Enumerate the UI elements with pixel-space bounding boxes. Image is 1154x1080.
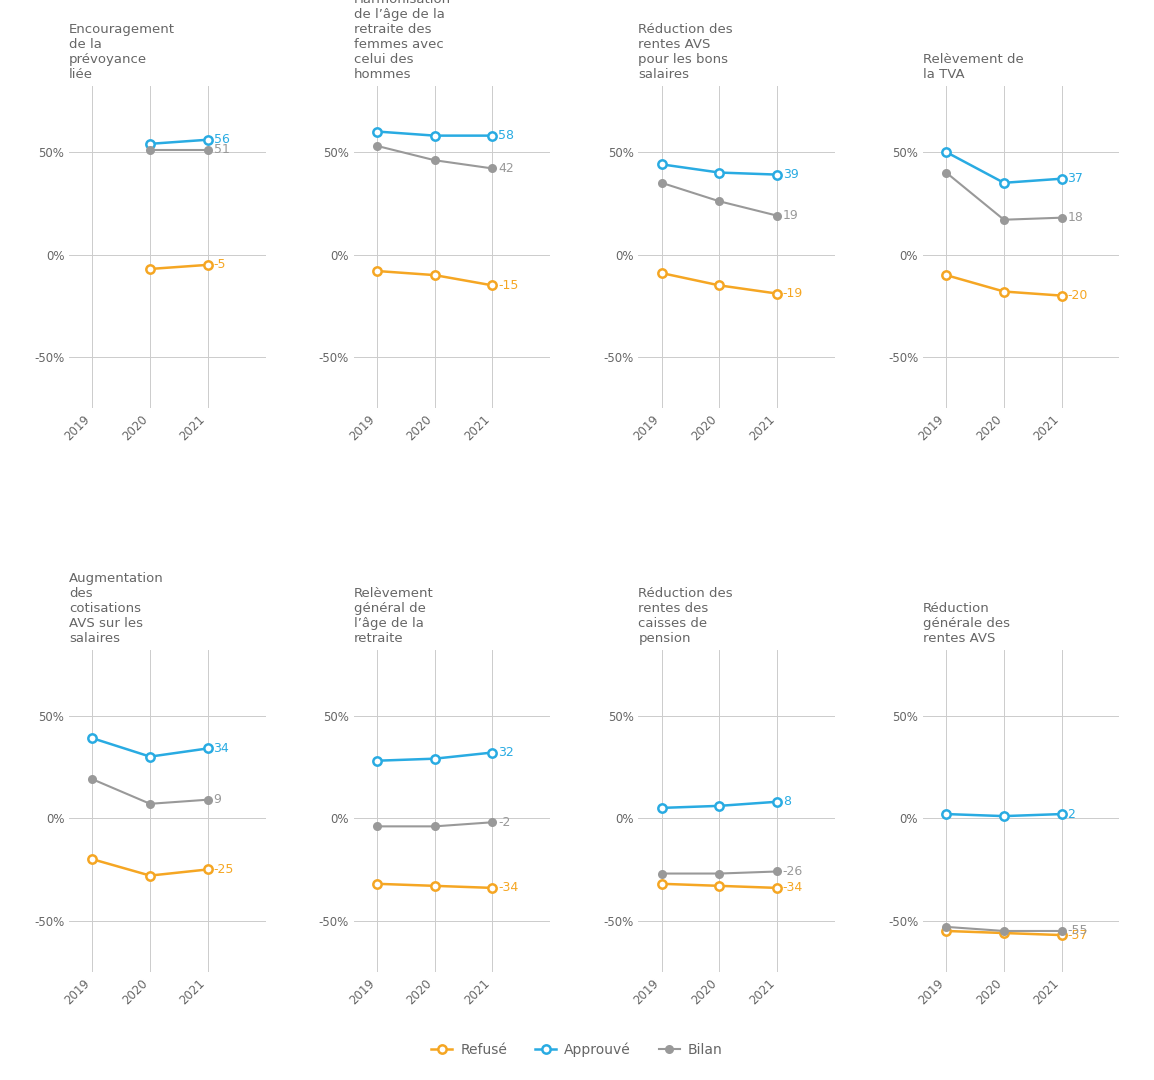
Text: Relèvement de
la TVA: Relèvement de la TVA [923,53,1024,81]
Text: -26: -26 [782,865,803,878]
Text: -34: -34 [782,881,803,894]
Text: -15: -15 [499,279,518,292]
Text: 34: 34 [213,742,230,755]
Text: Réduction
générale des
rentes AVS: Réduction générale des rentes AVS [923,602,1010,645]
Text: 58: 58 [499,130,515,143]
Text: -25: -25 [213,863,234,876]
Text: 18: 18 [1067,212,1084,225]
Text: Réduction des
rentes AVS
pour les bons
salaires: Réduction des rentes AVS pour les bons s… [638,23,733,81]
Text: Réduction des
rentes des
caisses de
pension: Réduction des rentes des caisses de pens… [638,586,733,645]
Text: 51: 51 [213,144,230,157]
Text: 8: 8 [782,795,790,808]
Text: -19: -19 [782,287,803,300]
Legend: Refusé, Approuvé, Bilan: Refusé, Approuvé, Bilan [426,1037,728,1063]
Text: Harmonisation
de l’âge de la
retraite des
femmes avec
celui des
hommes: Harmonisation de l’âge de la retraite de… [354,0,451,81]
Text: 9: 9 [213,793,222,806]
Text: Augmentation
des
cotisations
AVS sur les
salaires: Augmentation des cotisations AVS sur les… [69,571,164,645]
Text: 39: 39 [782,168,799,181]
Text: Encouragement
de la
prévoyance
liée: Encouragement de la prévoyance liée [69,23,175,81]
Text: 2: 2 [1067,808,1076,821]
Text: -57: -57 [1067,929,1088,942]
Text: -34: -34 [499,881,518,894]
Text: -2: -2 [499,815,510,828]
Text: 32: 32 [499,746,514,759]
Text: Relèvement
général de
l’âge de la
retraite: Relèvement général de l’âge de la retrai… [354,586,434,645]
Text: 56: 56 [213,133,230,146]
Text: 42: 42 [499,162,514,175]
Text: 19: 19 [782,210,799,222]
Text: -5: -5 [213,258,226,271]
Text: 37: 37 [1067,172,1084,185]
Text: -20: -20 [1067,289,1088,302]
Text: -55: -55 [1067,924,1088,937]
